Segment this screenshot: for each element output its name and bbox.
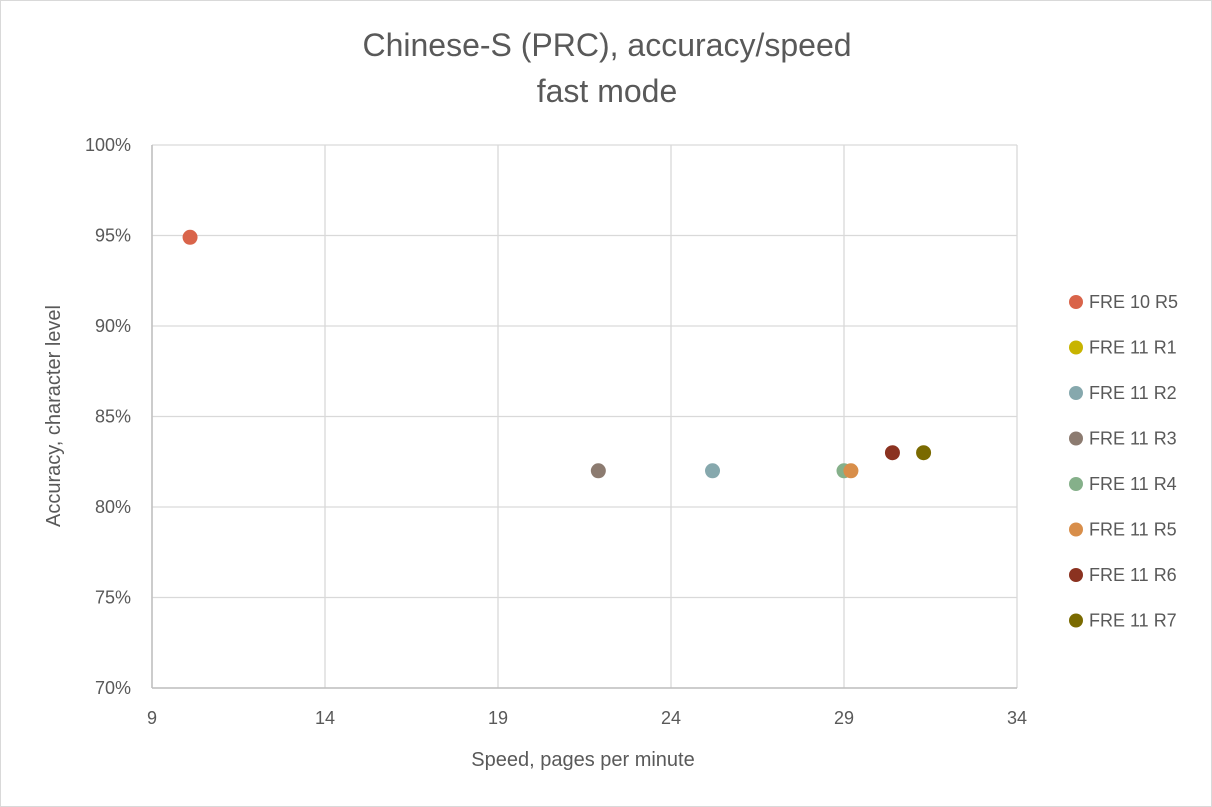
legend-marker bbox=[1069, 477, 1083, 491]
x-tick-label: 24 bbox=[661, 708, 681, 728]
legend-marker bbox=[1069, 340, 1083, 355]
x-tick-label: 19 bbox=[488, 708, 508, 728]
legend-marker bbox=[1069, 613, 1083, 628]
x-tick-label: 9 bbox=[147, 708, 157, 728]
y-tick-label: 80% bbox=[95, 497, 131, 517]
y-axis-label: Accuracy, character level bbox=[43, 305, 65, 527]
data-point-fre-11-r2 bbox=[705, 463, 721, 479]
legend-marker bbox=[1069, 386, 1083, 400]
y-tick-label: 75% bbox=[95, 588, 131, 608]
legend-label: FRE 11 R4 bbox=[1089, 474, 1177, 494]
legend-label: FRE 11 R6 bbox=[1089, 565, 1177, 585]
x-tick-label: 34 bbox=[1007, 708, 1027, 728]
data-point-fre-11-r7 bbox=[916, 445, 932, 461]
legend-label: FRE 11 R7 bbox=[1089, 611, 1177, 631]
grid bbox=[151, 144, 1018, 689]
y-axis-ticks: 70% 75% 80% 85% 90% 95% 100% bbox=[85, 135, 131, 698]
chart-title-line-1: Chinese-S (PRC), accuracy/speed bbox=[362, 27, 851, 63]
data-point-fre-11-r3 bbox=[590, 463, 606, 479]
data-point-fre-10-r5 bbox=[182, 229, 198, 245]
y-tick-label: 95% bbox=[95, 226, 131, 246]
legend-marker bbox=[1069, 295, 1083, 309]
legend-label: FRE 11 R1 bbox=[1089, 338, 1177, 358]
legend-marker bbox=[1069, 568, 1083, 582]
x-tick-label: 29 bbox=[834, 708, 854, 728]
y-tick-label: 70% bbox=[95, 678, 131, 698]
legend: FRE 10 R5 FRE 11 R1 FRE 11 R2 FRE 11 R3 FRE … bbox=[1069, 292, 1178, 631]
data-points bbox=[182, 229, 932, 479]
x-axis-ticks: 9 14 19 24 29 34 bbox=[147, 708, 1027, 728]
legend-marker bbox=[1069, 431, 1083, 446]
data-point-fre-11-r5 bbox=[843, 463, 859, 479]
legend-label: FRE 11 R3 bbox=[1089, 429, 1177, 449]
legend-label: FRE 11 R5 bbox=[1089, 520, 1177, 540]
data-point-fre-11-r6 bbox=[884, 445, 900, 461]
y-tick-label: 90% bbox=[95, 316, 131, 336]
legend-label: FRE 10 R5 bbox=[1089, 292, 1178, 312]
y-tick-label: 100% bbox=[85, 135, 131, 155]
legend-label: FRE 11 R2 bbox=[1089, 383, 1177, 403]
chart-title-line-2: fast mode bbox=[537, 73, 678, 109]
x-tick-label: 14 bbox=[315, 708, 335, 728]
legend-marker bbox=[1069, 522, 1083, 537]
x-axis-label: Speed, pages per minute bbox=[471, 749, 695, 771]
y-tick-label: 85% bbox=[95, 407, 131, 427]
